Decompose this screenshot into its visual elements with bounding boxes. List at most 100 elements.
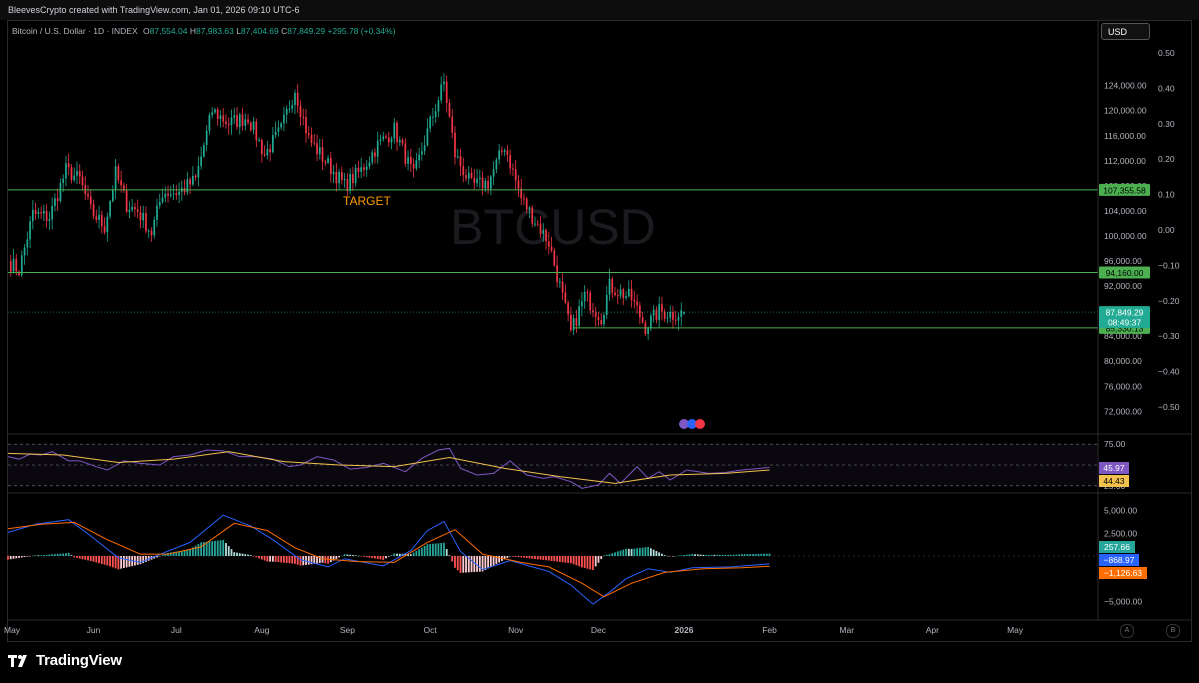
macd-histogram-bar <box>506 556 509 559</box>
tradingview-logo-icon <box>8 654 27 667</box>
candle-body <box>56 198 59 201</box>
candle-body <box>401 139 404 144</box>
candle <box>194 173 197 181</box>
candle-body <box>448 102 451 117</box>
macd-histogram-bar <box>100 556 103 564</box>
candle-body <box>131 206 134 210</box>
candle <box>236 107 238 130</box>
candle-body <box>512 168 514 170</box>
candle-body <box>31 209 34 222</box>
macd-histogram-bar <box>200 542 203 556</box>
candle <box>451 108 454 139</box>
candle-body <box>263 154 266 156</box>
candle <box>247 113 249 125</box>
macd-histogram-bar <box>7 556 9 560</box>
macd-histogram-bar <box>393 553 396 556</box>
macd-histogram-bar <box>581 556 583 568</box>
candle-body <box>81 176 84 186</box>
candle-body <box>663 311 666 319</box>
macd-histogram-bar <box>18 556 20 558</box>
candle-body <box>603 314 605 325</box>
price-axis-label: 120,000.00 <box>1104 106 1147 116</box>
candle <box>78 164 81 185</box>
b-button[interactable]: B <box>1166 624 1180 638</box>
currency-button[interactable]: USD <box>1101 23 1150 40</box>
candle-body <box>219 115 222 119</box>
macd-histogram-bar <box>142 556 145 564</box>
rsi-value-tag <box>1099 462 1129 474</box>
candle-body <box>412 163 415 169</box>
close-label: C <box>281 26 288 36</box>
candle-body <box>407 156 409 164</box>
candle <box>473 169 476 191</box>
macd-histogram-bar <box>371 556 374 559</box>
candle <box>514 160 517 190</box>
auto-scale-button[interactable]: A <box>1120 624 1134 638</box>
macd-histogram-bar <box>473 556 476 572</box>
macd-histogram-bar <box>189 549 192 556</box>
candle-body <box>465 175 467 179</box>
candle <box>597 311 600 327</box>
candle <box>407 150 409 171</box>
candle-body <box>51 205 54 220</box>
candle <box>393 117 396 144</box>
macd-histogram-bar <box>178 550 180 556</box>
macd-histogram-bar <box>741 554 743 556</box>
candle-body <box>451 116 454 133</box>
rsi-value-text: 45.97 <box>1103 463 1125 473</box>
candle <box>365 160 368 177</box>
candle <box>371 149 374 165</box>
histogram-value-text: 257.66 <box>1104 542 1130 552</box>
candle <box>214 107 216 115</box>
candle-body <box>341 172 343 181</box>
watermark: BTCUSD <box>450 199 656 255</box>
macd-histogram-bar <box>594 556 597 567</box>
macd-histogram-bar <box>12 556 15 559</box>
macd-histogram-bar <box>56 553 59 556</box>
macd-histogram-bar <box>222 539 225 556</box>
candle-body <box>23 247 26 256</box>
candle-body <box>547 241 550 247</box>
candle <box>164 186 167 203</box>
macd-histogram-bar <box>605 554 608 556</box>
candle <box>219 110 222 128</box>
macd-histogram-bar <box>145 556 147 562</box>
candle-body <box>294 92 296 105</box>
candle-body <box>214 109 216 113</box>
symbol-legend: Bitcoin / U.S. Dollar · 1D · INDEX O87,5… <box>12 26 396 36</box>
macd-histogram-bar <box>685 554 688 556</box>
price-axis-label: 112,000.00 <box>1104 156 1146 166</box>
macd-histogram-bar <box>603 555 605 556</box>
candle <box>335 162 338 192</box>
candle <box>661 296 663 321</box>
macd-histogram-bar <box>487 556 489 569</box>
macd-histogram-bar <box>390 555 393 556</box>
candle-body <box>647 328 649 334</box>
candle <box>627 280 630 298</box>
macd-histogram-bar <box>732 554 735 556</box>
candle-body <box>258 139 260 141</box>
last-price-tag <box>1099 306 1150 329</box>
macd-histogram-bar <box>445 549 448 556</box>
candle <box>29 216 31 249</box>
macd-histogram-bar <box>498 556 501 563</box>
macd-histogram-bar <box>357 555 360 557</box>
candle <box>211 106 214 119</box>
time-axis-label: Oct <box>424 625 438 635</box>
candle <box>456 148 459 159</box>
candle-body <box>92 204 95 217</box>
macd-histogram-bar <box>589 556 592 570</box>
macd-histogram-bar <box>241 553 244 556</box>
macd-histogram-bar <box>258 556 260 559</box>
candle <box>666 311 669 324</box>
macd-histogram-bar <box>699 554 702 556</box>
candle-body <box>136 209 139 213</box>
candle-body <box>76 170 78 176</box>
macd-histogram-bar <box>705 554 707 556</box>
macd-histogram-bar <box>180 550 183 556</box>
candle <box>426 118 429 147</box>
macd-histogram-bar <box>249 555 252 556</box>
macd-histogram-bar <box>186 549 189 556</box>
candle <box>172 184 175 201</box>
